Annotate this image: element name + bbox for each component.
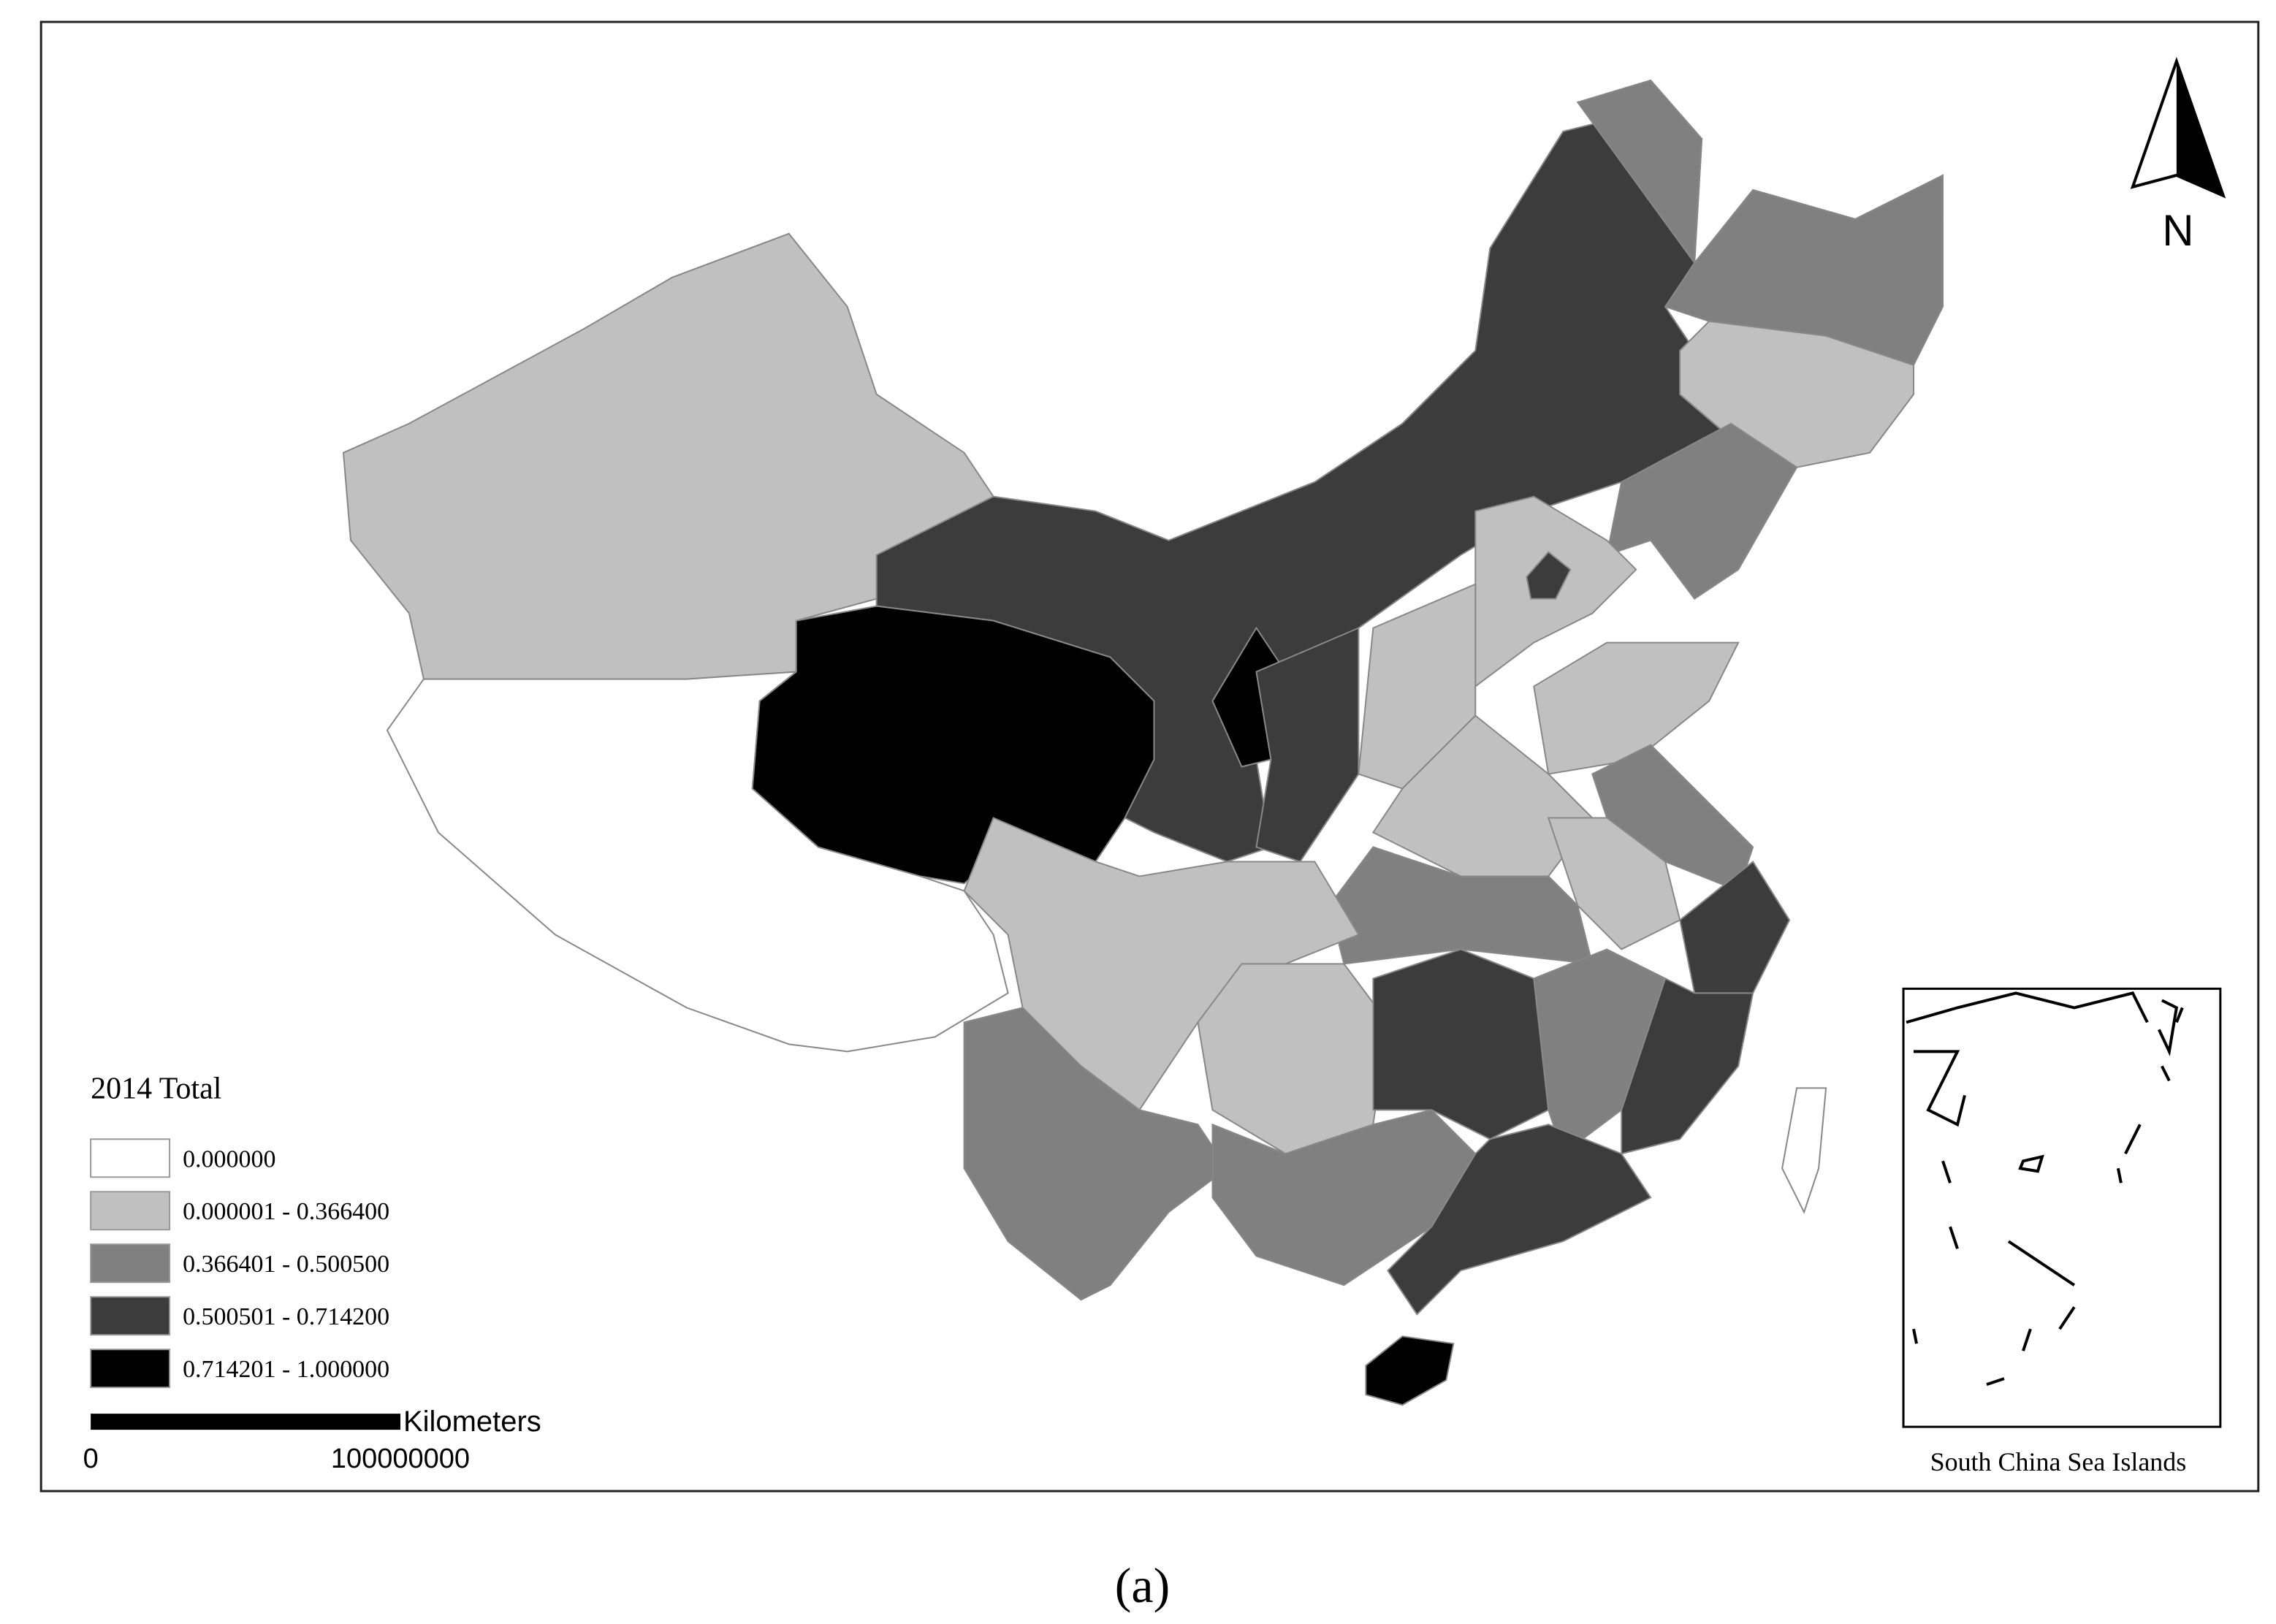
taiwan [1781, 1087, 1827, 1214]
fujian [1621, 977, 1754, 1155]
hainan [1365, 1335, 1455, 1406]
legend-label: 0.366401 - 0.500500 [183, 1251, 389, 1278]
heilongjiang [1576, 79, 1944, 366]
north-label: N [2162, 206, 2193, 255]
inset-label: South China Sea Islands [1930, 1447, 2187, 1476]
legend-swatch [90, 1138, 171, 1178]
zhejiang [1679, 860, 1791, 994]
legend-swatch [90, 1296, 171, 1336]
legend-label: 0.000000 [183, 1145, 275, 1173]
inset-coastline [1906, 991, 2184, 1387]
scale-bar: Kilometers 0 100000000 [83, 1406, 541, 1474]
legend-swatch [90, 1243, 171, 1284]
legend-label: 0.000001 - 0.366400 [183, 1198, 389, 1225]
legend: 2014 Total 0.000000 0.000001 - 0.366400 0.… [90, 1072, 389, 1389]
legend-label: 0.714201 - 1.000000 [183, 1356, 389, 1383]
scale-label: 100000000 [331, 1444, 470, 1474]
legend-label: 0.500501 - 0.714200 [183, 1303, 389, 1330]
legend-title: 2014 Total [91, 1072, 221, 1105]
scale-bar-rect [91, 1414, 400, 1430]
hunan [1372, 948, 1550, 1140]
legend-swatch [90, 1349, 171, 1389]
scale-label: 0 [83, 1444, 99, 1474]
beijing [1526, 551, 1572, 600]
guangdong [1387, 1124, 1652, 1316]
provinces [342, 79, 1944, 1406]
caption: (a) [1115, 1558, 1170, 1613]
inset: South China Sea Islands [1902, 987, 2222, 1476]
legend-swatch [90, 1191, 171, 1231]
scale-unit: Kilometers [403, 1406, 541, 1438]
yunnan [963, 1007, 1228, 1301]
north-arrow-shade [2176, 61, 2223, 196]
inset-frame [1902, 987, 2222, 1428]
map-frame [39, 20, 2260, 1493]
north-arrow: N [2130, 56, 2226, 255]
